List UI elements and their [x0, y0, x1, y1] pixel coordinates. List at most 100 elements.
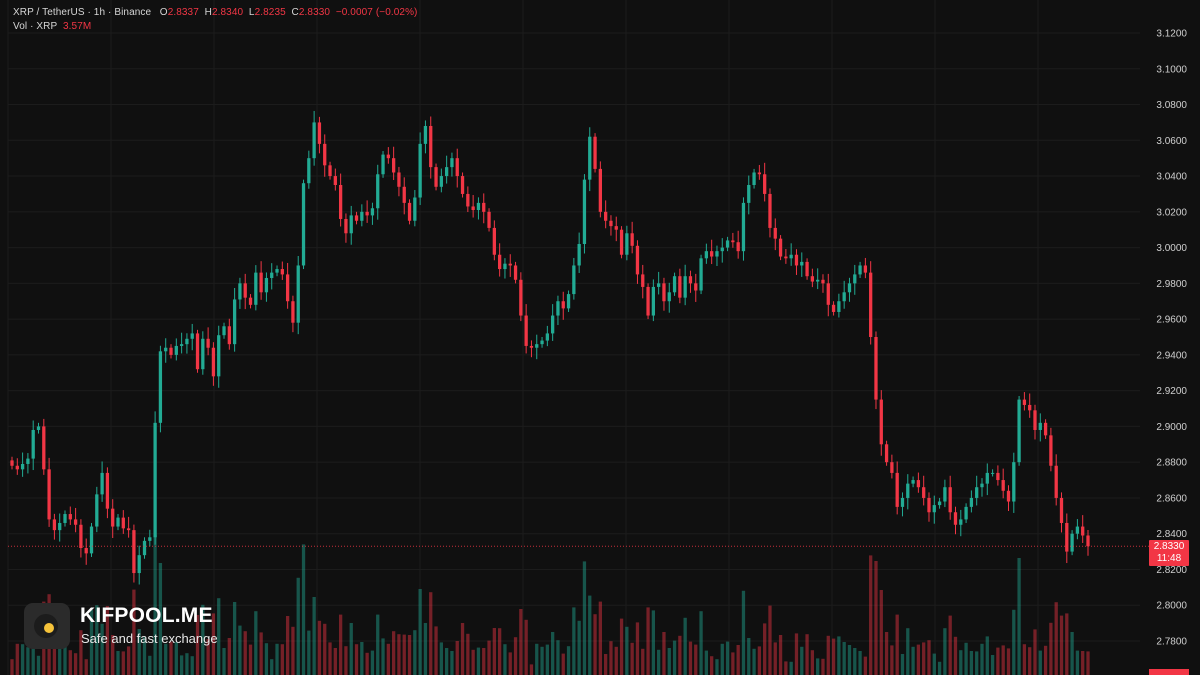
candle-body	[63, 514, 67, 523]
candle-body	[513, 265, 518, 280]
volume-bar	[831, 638, 836, 675]
candle-body	[566, 294, 571, 309]
candle-body	[31, 429, 35, 459]
volume-bar	[227, 638, 231, 675]
volume-bar	[1006, 648, 1011, 675]
candle-body	[248, 297, 253, 305]
volume-bar	[1033, 629, 1037, 675]
y-tick-label: 2.9600	[1156, 315, 1187, 326]
candle-body	[699, 258, 703, 291]
candle-body	[52, 519, 57, 531]
volume-legend[interactable]: Vol · XRP 3.57M	[13, 21, 91, 32]
volume-bar	[1001, 645, 1005, 675]
volume-bar	[450, 651, 454, 675]
candle-body	[275, 269, 279, 273]
volume-bar	[1028, 647, 1032, 675]
volume-bar	[667, 648, 671, 675]
volume-bar	[672, 640, 677, 675]
candle-body	[911, 480, 915, 484]
candle-body	[720, 247, 724, 252]
open-value: 2.8337	[167, 7, 199, 18]
volume-bar	[89, 610, 94, 675]
volume-bar	[323, 623, 327, 675]
candle-body	[174, 345, 178, 355]
volume-bar	[201, 604, 205, 675]
volume-bar	[492, 628, 496, 675]
volume-bar	[869, 555, 873, 675]
candle-body	[895, 472, 899, 507]
y-tick-label: 2.8000	[1156, 601, 1187, 612]
volume-bar	[519, 609, 523, 675]
candle-body	[1059, 497, 1064, 523]
candle-body	[572, 265, 576, 295]
candle-body	[630, 233, 634, 246]
candle-body	[126, 528, 131, 531]
y-tick-label: 2.8800	[1156, 458, 1187, 469]
candle-body	[588, 136, 592, 180]
candle-body	[582, 179, 587, 245]
candle-body	[853, 274, 857, 284]
bar-countdown: 11:48	[1156, 553, 1182, 564]
volume-price-tag	[1149, 669, 1189, 675]
volume-bar	[259, 632, 263, 675]
volume-bar	[1075, 650, 1080, 675]
volume-bar	[1065, 613, 1069, 675]
candle-body	[158, 351, 163, 423]
y-tick-label: 2.9000	[1156, 422, 1187, 433]
candle-body	[1006, 490, 1011, 502]
volume-bar	[498, 628, 502, 675]
volume-bar	[879, 590, 883, 675]
low-label: L	[248, 7, 255, 18]
candle-body	[826, 283, 830, 305]
candle-body	[429, 125, 433, 168]
volume-bar	[604, 654, 608, 675]
candle-body	[869, 272, 873, 337]
candle-body	[847, 283, 852, 293]
candle-body	[370, 208, 375, 216]
volume-bar	[206, 639, 210, 675]
candle-body	[657, 283, 661, 287]
volume-bar	[863, 656, 868, 675]
volume-bar	[376, 614, 380, 675]
candle-body	[132, 530, 136, 574]
candle-body	[487, 211, 491, 228]
volume-label: Vol · XRP	[13, 21, 58, 32]
candle-body	[948, 487, 952, 513]
candles	[10, 110, 1090, 585]
candle-body	[179, 344, 184, 346]
candle-body	[890, 462, 894, 473]
volume-bar	[185, 653, 189, 675]
y-tick-label: 3.0200	[1156, 207, 1187, 218]
candle-body	[58, 522, 62, 531]
volume-bar	[121, 651, 125, 675]
candle-body	[217, 335, 221, 377]
y-tick-label: 2.8600	[1156, 493, 1187, 504]
candle-body	[312, 122, 316, 159]
volume-bar	[238, 625, 242, 675]
candle-body	[508, 263, 512, 266]
volume-bar	[561, 653, 565, 675]
candle-body	[916, 480, 921, 488]
candle-body	[95, 494, 99, 527]
candle-body	[927, 497, 931, 513]
symbol-legend[interactable]: XRP / TetherUS · 1h · Binance O2.8337 H2…	[13, 7, 418, 18]
volume-bar	[360, 642, 364, 675]
volume-bar	[248, 644, 253, 675]
candle-body	[164, 347, 168, 352]
volume-bar	[731, 652, 735, 675]
volume-bar	[243, 631, 247, 675]
candle-body	[524, 315, 528, 346]
candle-body	[365, 211, 369, 216]
volume-bar	[540, 646, 544, 675]
volume-bar	[619, 618, 624, 675]
candle-body	[879, 399, 883, 445]
brand-tagline: Safe and fast exchange	[81, 631, 218, 646]
volume-bar	[1059, 615, 1064, 675]
volume-bar	[386, 643, 390, 675]
volume-bar	[545, 644, 549, 675]
candle-body	[444, 167, 449, 177]
candle-body	[906, 483, 910, 498]
candle-body	[1065, 522, 1069, 552]
volume-bar	[391, 631, 396, 675]
